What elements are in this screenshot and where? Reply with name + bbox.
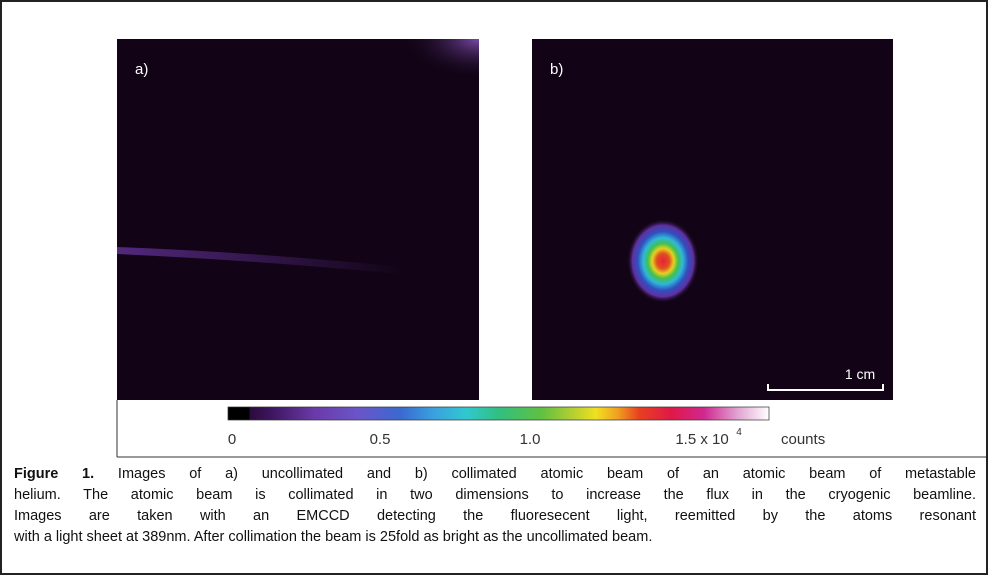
scale-bar-label: 1 cm	[845, 366, 875, 382]
colorbar-tick-label: 1.5 x 10	[675, 431, 728, 448]
beam-spot	[627, 219, 699, 303]
caption-line: with a light sheet at 389nm. After colli…	[14, 529, 653, 545]
colorbar	[227, 406, 770, 421]
panel-label: a)	[135, 61, 148, 78]
caption-text: Images of a) uncollimated and b) collima…	[94, 466, 976, 482]
image-b	[532, 39, 893, 400]
image-a	[117, 39, 479, 400]
beam-streak	[117, 247, 402, 274]
caption-line: Images are taken with an EMCCD detecting…	[14, 508, 976, 524]
colorbar-tick-label: 0	[228, 431, 236, 448]
colorbar-unit: counts	[781, 431, 825, 448]
colorbar-tick-exponent: 4	[736, 427, 742, 438]
caption-line: Figure 1. Images of a) uncollimated and …	[14, 464, 976, 485]
image-a-glow	[402, 39, 479, 79]
colorbar-tick-label: 1.0	[520, 431, 541, 448]
panel-label: b)	[550, 61, 563, 78]
caption-label: Figure 1.	[14, 466, 95, 482]
caption-line: helium. The atomic beam is collimated in…	[14, 487, 976, 503]
scale-bar	[767, 384, 884, 391]
colorbar-tick-label: 0.5	[370, 431, 391, 448]
